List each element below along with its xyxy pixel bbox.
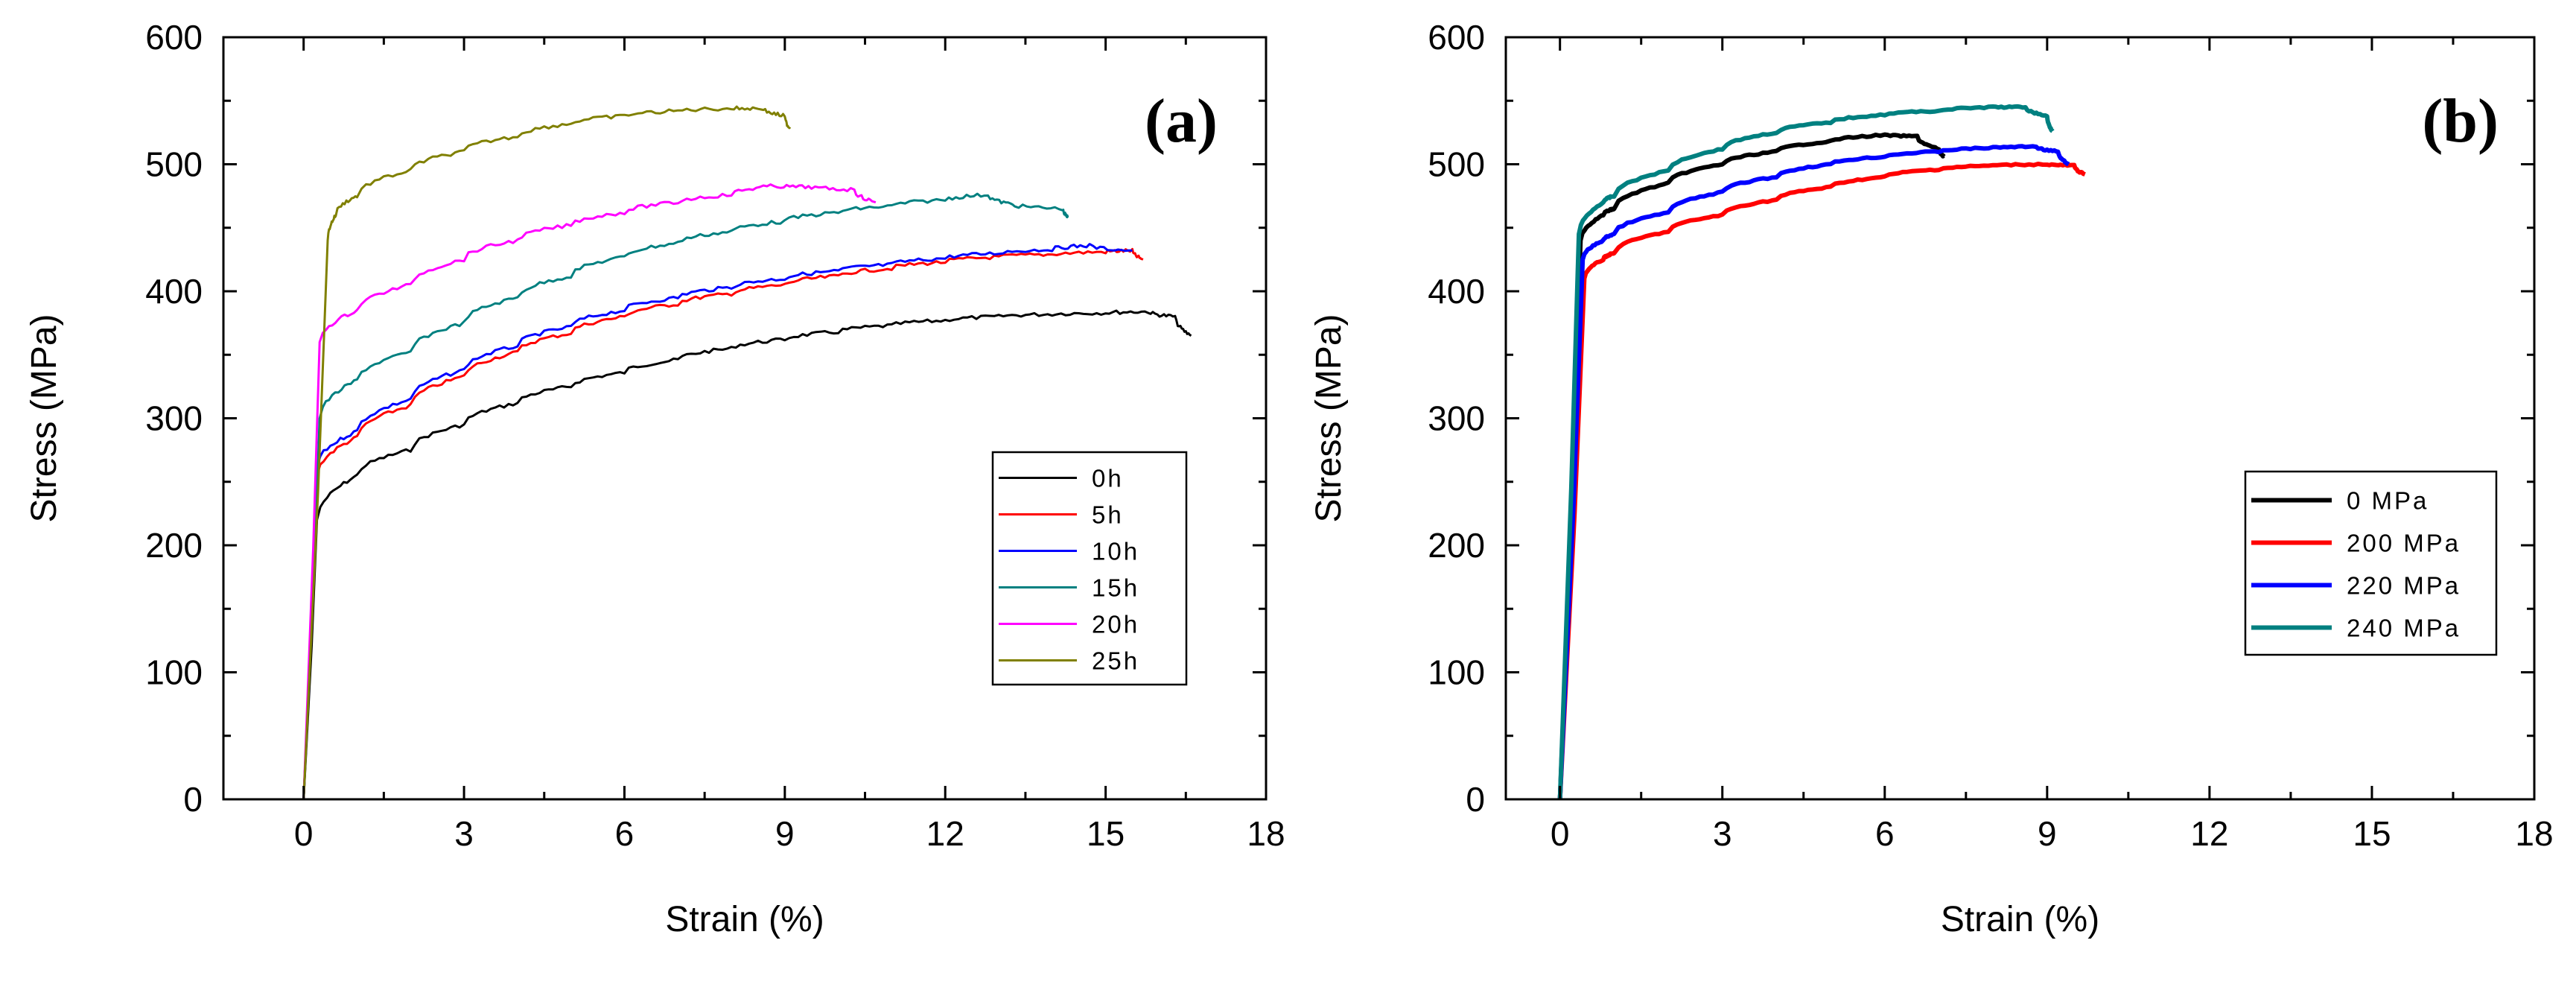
y-tick-label: 400 bbox=[1428, 272, 1485, 311]
y-tick-label: 200 bbox=[1428, 526, 1485, 565]
x-tick-label: 18 bbox=[2515, 814, 2553, 853]
x-tick-label: 0 bbox=[294, 814, 314, 853]
y-tick-label: 0 bbox=[183, 780, 203, 819]
series-line-200-mpa bbox=[1557, 162, 2087, 799]
legend-label: 0h bbox=[1092, 465, 1124, 492]
x-tick-label: 15 bbox=[2353, 814, 2391, 853]
legend-label: 0 MPa bbox=[2347, 487, 2429, 515]
legend-label: 220 MPa bbox=[2347, 572, 2461, 600]
y-tick-label: 600 bbox=[1428, 18, 1485, 57]
x-tick-label: 9 bbox=[2038, 814, 2057, 853]
x-tick-label: 0 bbox=[1551, 814, 1570, 853]
series-line-20h bbox=[302, 183, 877, 799]
x-axis-title: Strain (%) bbox=[665, 900, 824, 939]
x-tick-label: 3 bbox=[454, 814, 474, 853]
series-line-240-mpa bbox=[1557, 104, 2055, 799]
x-tick-label: 3 bbox=[1713, 814, 1732, 853]
x-tick-label: 6 bbox=[1875, 814, 1895, 853]
legend: 0 MPa 200 MPa 220 MPa 240 MPa bbox=[2244, 470, 2498, 656]
x-axis-title: Strain (%) bbox=[1941, 900, 2099, 939]
y-tick-label: 100 bbox=[145, 653, 203, 692]
legend-label: 10h bbox=[1092, 538, 1139, 565]
panel-label: (a) bbox=[1145, 86, 1218, 156]
panel-label: (b) bbox=[2422, 86, 2499, 156]
x-tick-label: 12 bbox=[926, 814, 964, 853]
series-line-15h bbox=[302, 192, 1069, 799]
y-tick-label: 500 bbox=[145, 145, 203, 184]
x-tick-label: 6 bbox=[615, 814, 635, 853]
series-line-25h bbox=[302, 105, 792, 799]
legend-box bbox=[991, 451, 1188, 686]
plot-frame bbox=[1504, 36, 2536, 801]
y-tick-label: 500 bbox=[1428, 145, 1485, 184]
y-axis-title: Stress (MPa) bbox=[1309, 314, 1349, 522]
y-tick-label: 300 bbox=[1428, 399, 1485, 438]
chart-panel-a: 0 3 6 9 12 15 18 0 100 200 300 400 500 600 Strain (%) S… bbox=[25, 18, 1285, 939]
series-line-5h bbox=[302, 247, 1144, 799]
x-tick-label: 12 bbox=[2190, 814, 2228, 853]
legend-label: 20h bbox=[1092, 611, 1139, 638]
x-tick-label: 15 bbox=[1087, 814, 1125, 853]
y-tick-label: 100 bbox=[1428, 653, 1485, 692]
y-axis-title: Stress (MPa) bbox=[25, 314, 64, 522]
legend-label: 5h bbox=[1092, 501, 1124, 529]
x-tick-label: 9 bbox=[775, 814, 795, 853]
series-line-220-mpa bbox=[1557, 144, 2070, 799]
y-tick-label: 300 bbox=[145, 399, 203, 438]
series-line-0-mpa bbox=[1557, 132, 1947, 799]
series-line-10h bbox=[302, 243, 1133, 799]
y-tick-label: 600 bbox=[145, 18, 203, 57]
chart-panel-b: 0 3 6 9 12 15 18 0 100 200 300 400 500 600 Strain (%) S… bbox=[1309, 18, 2554, 939]
legend-label: 240 MPa bbox=[2347, 615, 2461, 642]
y-tick-label: 0 bbox=[1466, 780, 1485, 819]
y-tick-label: 200 bbox=[145, 526, 203, 565]
legend: 0h 5h 10h 15h 20h 25h bbox=[991, 451, 1188, 686]
legend-label: 15h bbox=[1092, 574, 1139, 602]
series-line-0h bbox=[302, 309, 1192, 799]
x-tick-label: 18 bbox=[1247, 814, 1285, 853]
legend-label: 25h bbox=[1092, 647, 1139, 675]
y-tick-label: 400 bbox=[145, 272, 203, 311]
legend-label: 200 MPa bbox=[2347, 530, 2461, 557]
